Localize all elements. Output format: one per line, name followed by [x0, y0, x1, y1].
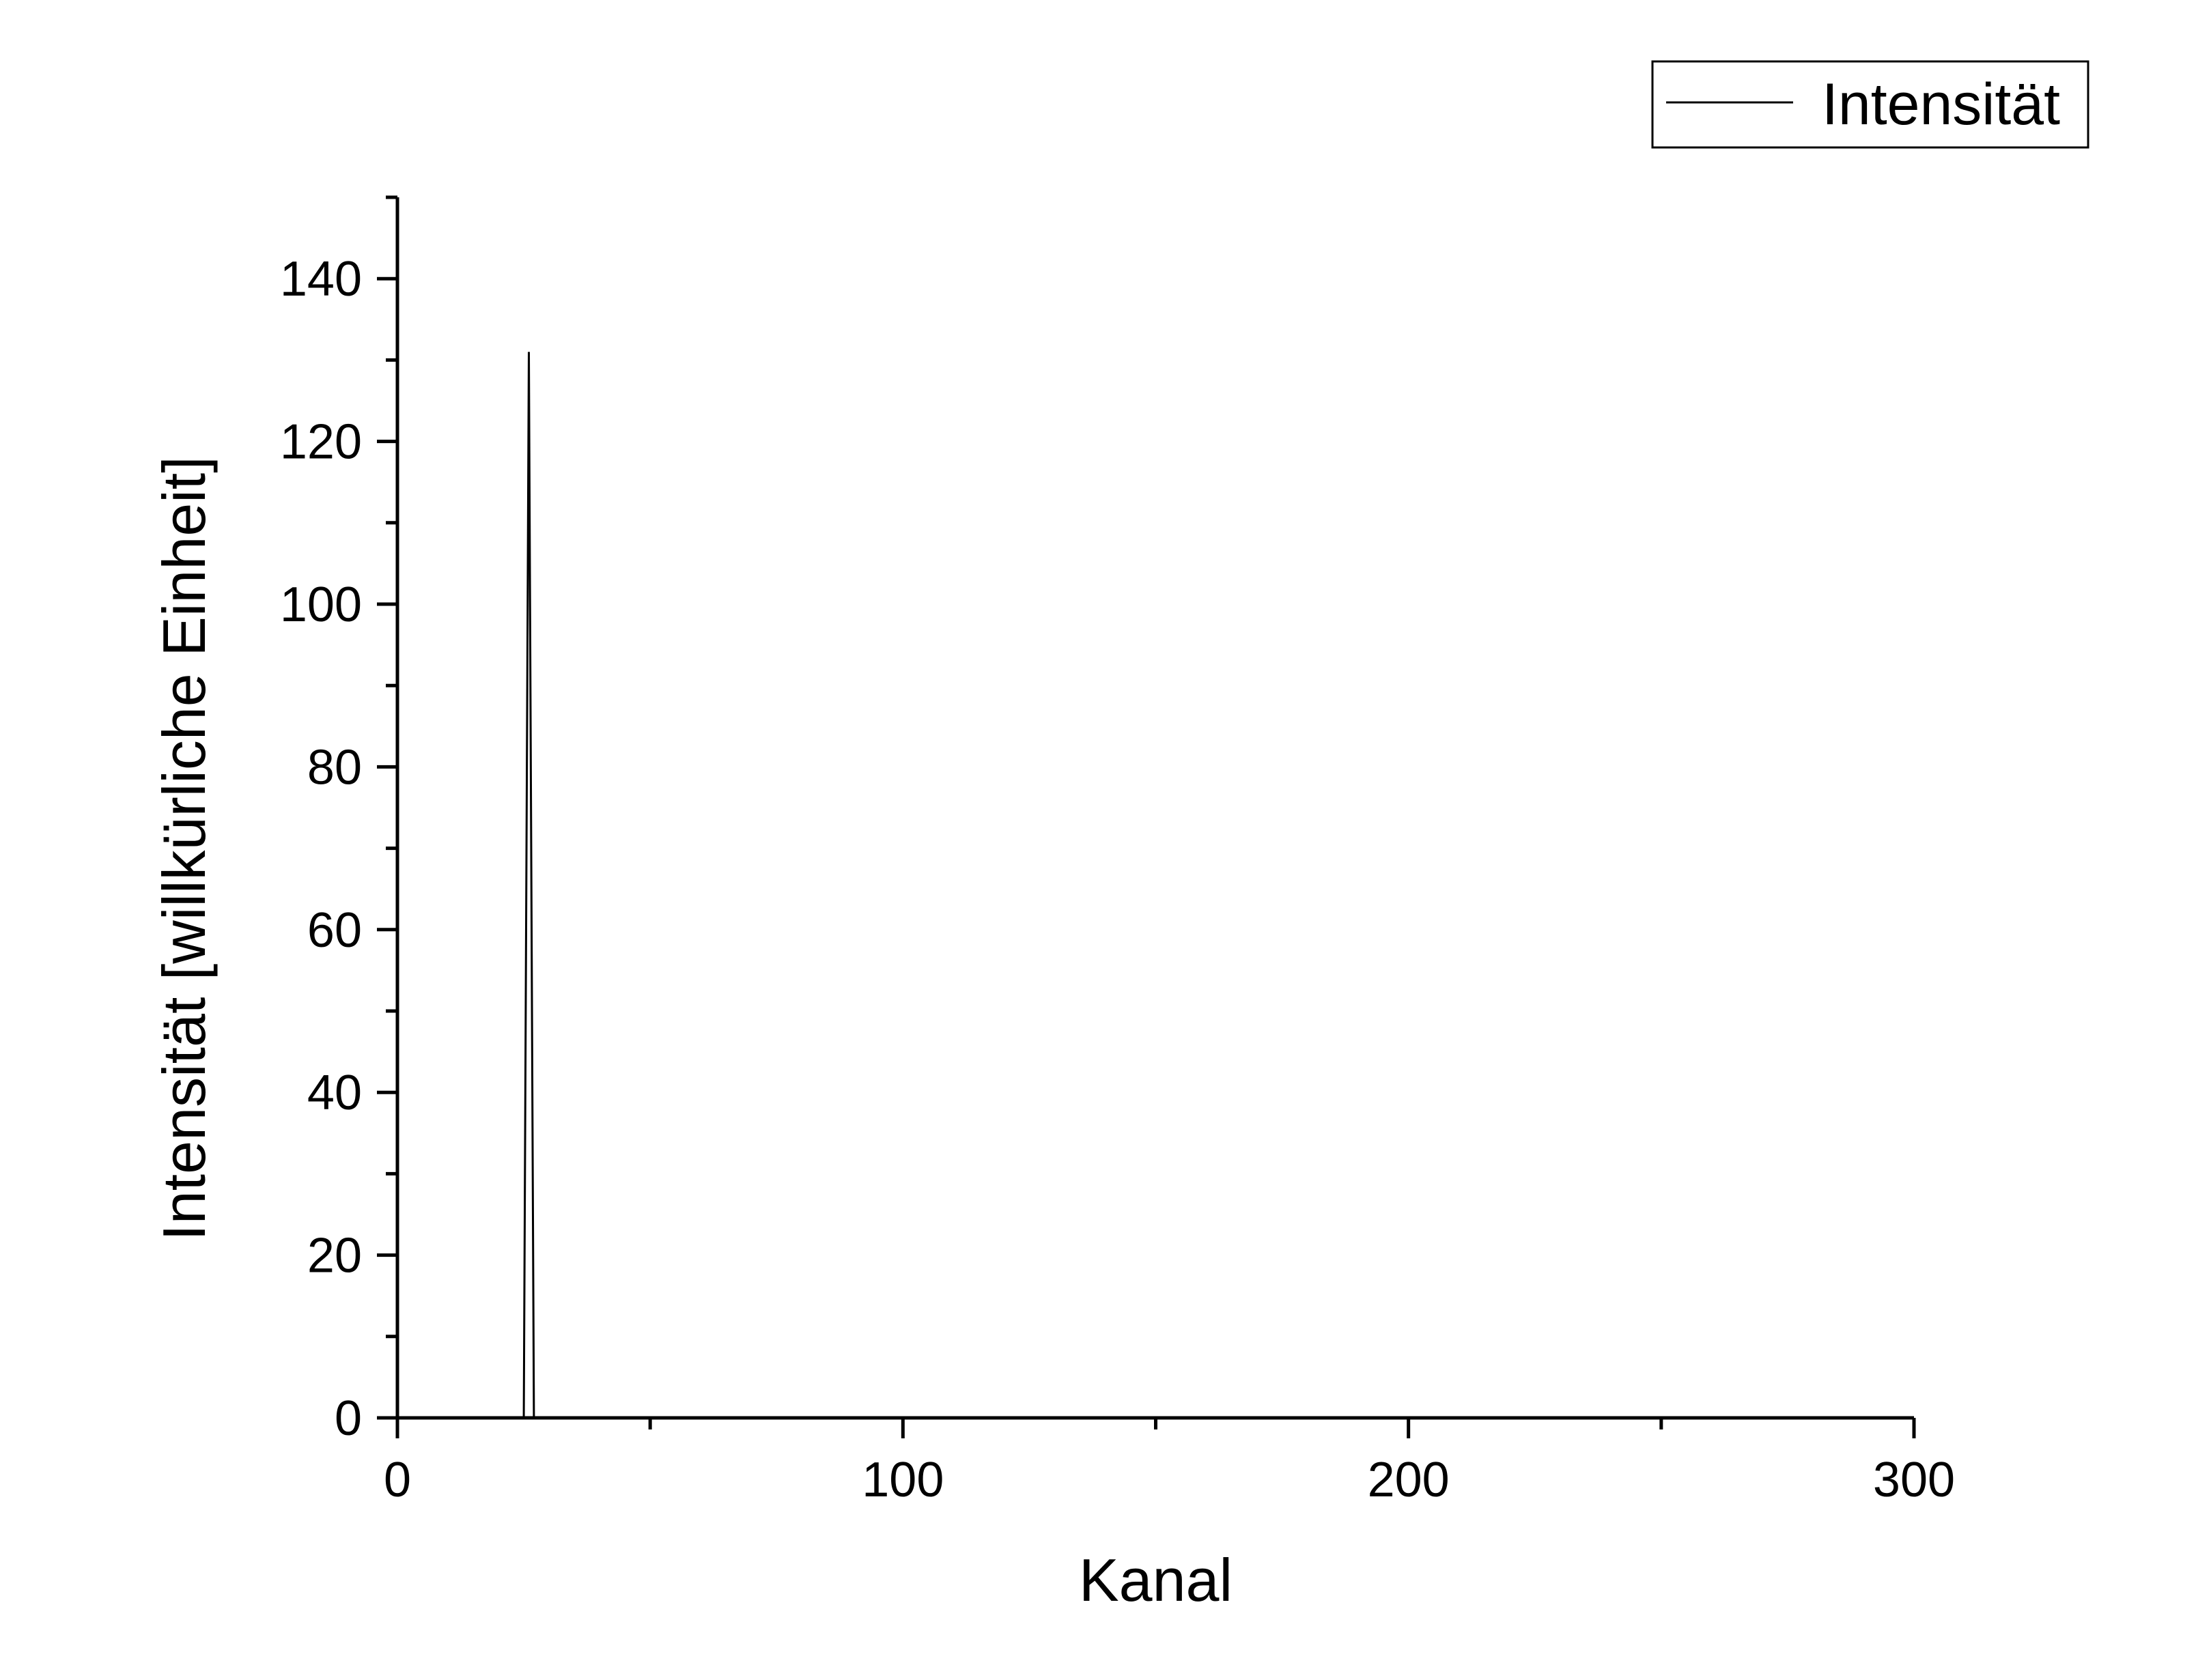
- y-tick-label: 80: [307, 740, 362, 795]
- series-line-0: [397, 352, 1914, 1419]
- y-axis-ticks: 0 20 40 60 80 100 120 140: [280, 195, 397, 1446]
- y-tick-label: 0: [335, 1391, 362, 1446]
- x-tick-label: 300: [1873, 1453, 1955, 1507]
- y-tick-label: 140: [280, 252, 362, 307]
- plot-series: [397, 352, 1914, 1419]
- x-axis-ticks: 0 100 200 300: [384, 1418, 1955, 1507]
- axes: [395, 197, 1914, 1420]
- y-tick-label: 120: [280, 415, 362, 470]
- legend-label: Intensität: [1822, 72, 2060, 137]
- x-tick-label: 200: [1368, 1453, 1450, 1507]
- y-tick-label: 20: [307, 1229, 362, 1283]
- x-axis-title: Kanal: [1079, 1546, 1233, 1614]
- x-tick-label: 100: [862, 1453, 944, 1507]
- legend: Intensität: [1651, 60, 2089, 149]
- y-tick-label: 100: [280, 578, 362, 632]
- y-tick-label: 40: [307, 1066, 362, 1120]
- legend-box: [1651, 60, 2089, 149]
- x-tick-label: 0: [384, 1453, 411, 1507]
- y-tick-label: 60: [307, 903, 362, 958]
- y-axis-title: Intensität [willkürliche Einheit]: [150, 456, 218, 1240]
